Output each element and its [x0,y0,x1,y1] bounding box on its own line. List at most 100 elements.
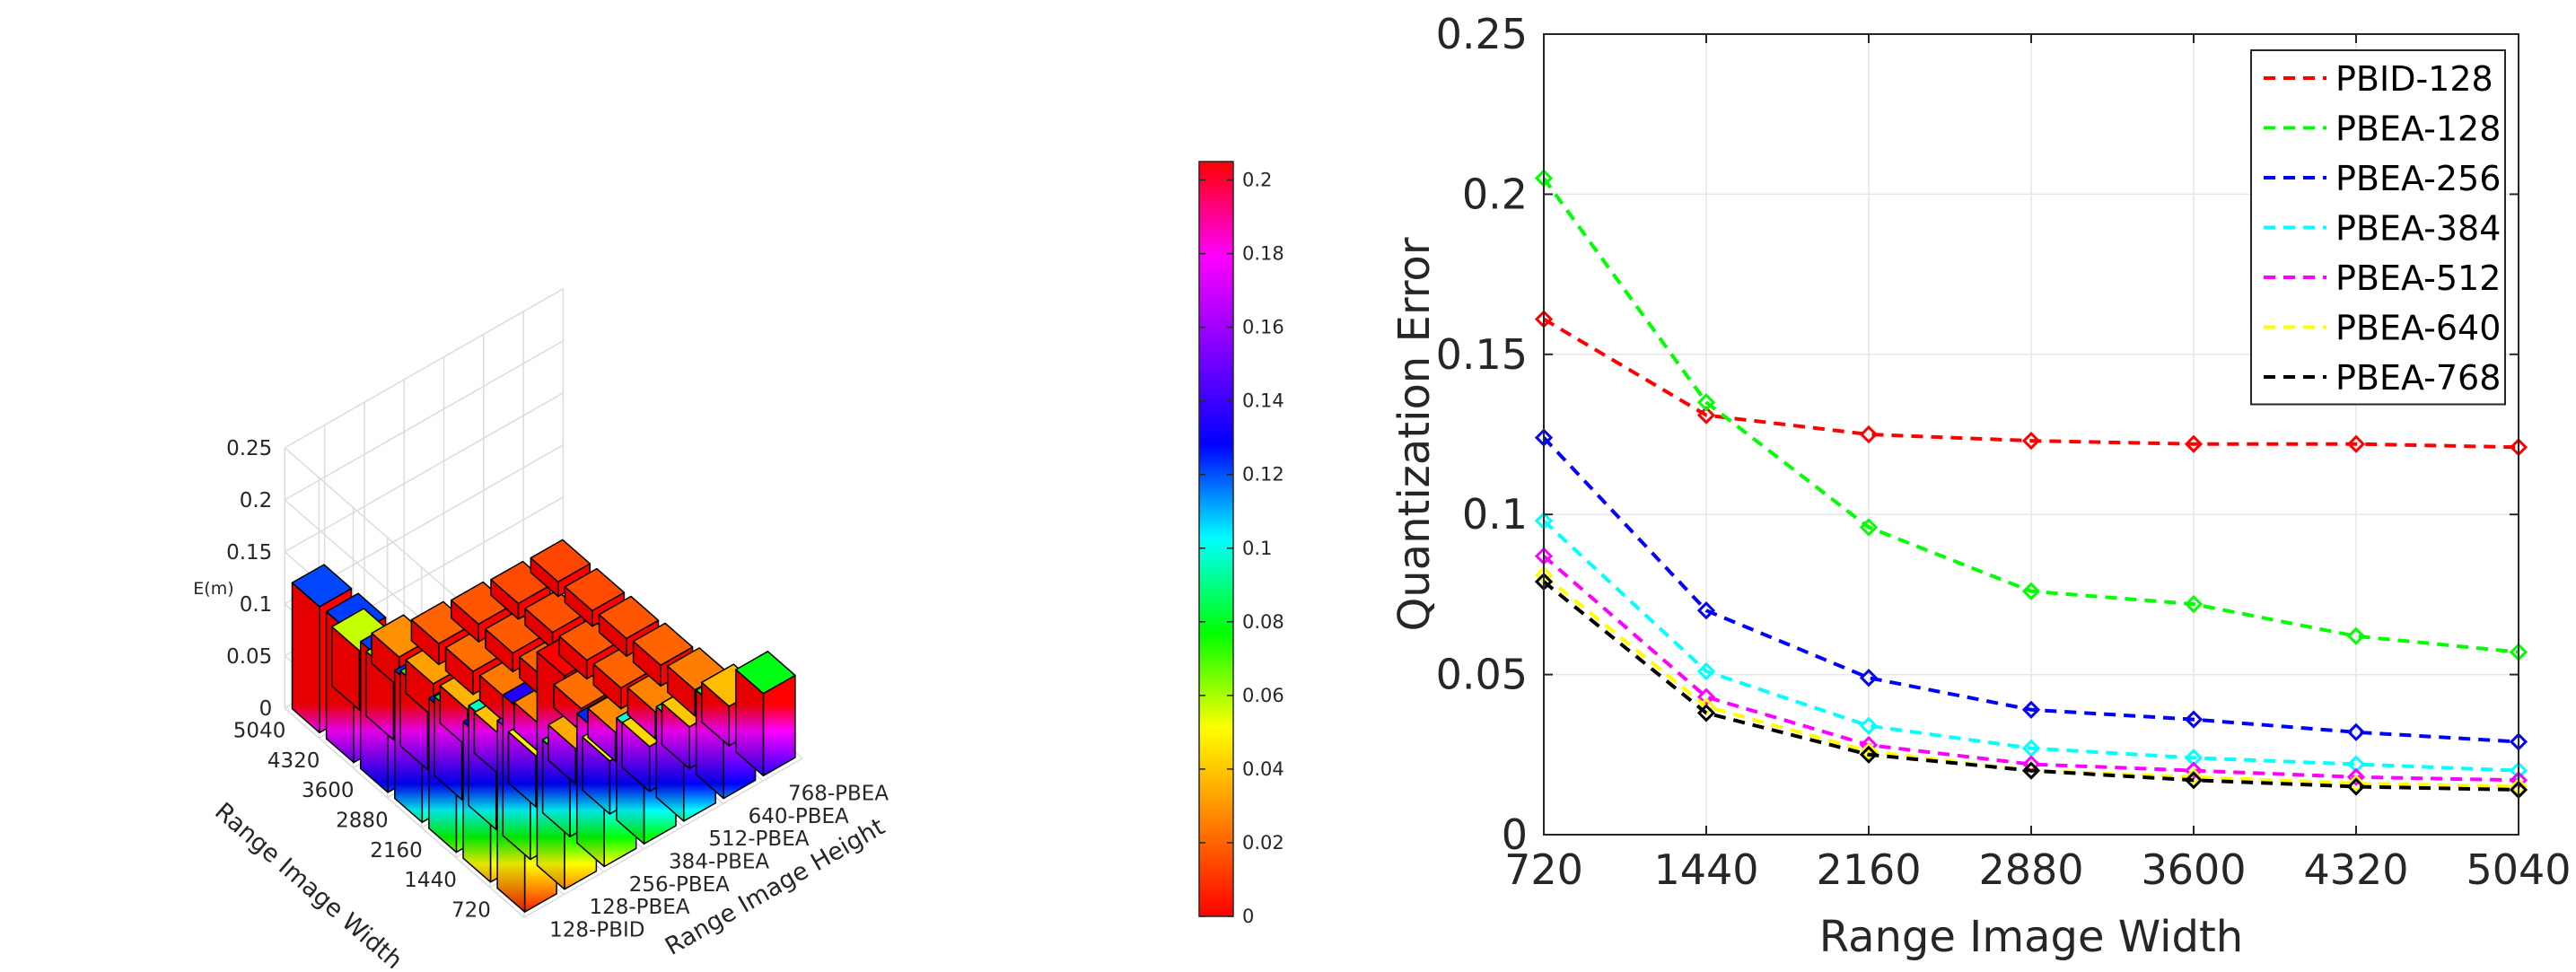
wall-grid-line [284,707,525,918]
bar-top-face [410,600,472,644]
bar-side-shade [554,684,582,731]
y-tick-label: 0 [1502,810,1528,859]
bar-side-shade [633,641,662,687]
series [1534,169,2528,661]
data-point [1859,745,1879,764]
width-tick-label: 3600 [302,779,355,802]
bar-side-shade [485,628,513,672]
data-point [2346,626,2366,645]
wall-grid-line [284,288,564,449]
data-point [1696,601,1716,620]
height-tick-label: 768-PBEA [788,783,889,806]
x-tick-label: 720 [1504,845,1583,894]
data-point [2346,767,2366,786]
data-point [2346,777,2366,796]
series-line [1542,317,2519,450]
bar-side-shade [582,737,610,814]
z-tick-label: 0.15 [226,541,272,565]
data-point [2184,771,2204,790]
colorbar-tick-label: 0.16 [1242,317,1284,338]
bar-side-shade [331,626,360,710]
x-tick-label: 4320 [2303,845,2408,894]
legend-label: PBID-128 [2335,59,2493,99]
z-tick-label: 0.05 [226,645,272,669]
series-line [1542,519,2519,773]
bar-side-shade [451,600,479,643]
z-tick-label: 0 [259,697,273,721]
z-tick-label: 0.2 [240,489,273,512]
data-point [1859,742,1879,761]
y-tick-label: 0.25 [1436,10,1528,58]
floor-grid-line [523,757,803,918]
data-point [1696,661,1716,681]
colorbar-tick-label: 0 [1242,906,1254,927]
wall-grid-line [284,340,564,501]
data-point [2184,761,2204,780]
data-point [1859,669,1879,687]
bar-3d [530,539,591,598]
bar-side-shade [662,703,689,769]
z-tick-label: 0.1 [240,593,273,617]
bar-top-face [530,539,591,583]
series [1534,428,2528,751]
z-tick-label: 0.25 [226,437,272,460]
data-point [2021,761,2041,780]
legend-label: PBEA-256 [2335,159,2501,198]
bar-side-shade [479,675,508,724]
data-point [2021,582,2041,600]
data-point [2346,434,2366,453]
line-chart: 720 1440 2160 2880 3600 4320 5040 0 0.05 0.1 0.15 0… [1389,10,2572,962]
height-tick-label: 128-PBEA [589,896,689,919]
x-tick-label: 2160 [1816,845,1921,894]
width-tick-label: 720 [451,898,491,922]
width-tick-label: 5040 [233,720,286,743]
data-point [2346,722,2366,741]
bar-side-shade [406,660,434,717]
bar-top-face [490,560,551,605]
bar-side-shade [667,666,696,716]
colorbar-tick-label: 0.1 [1242,538,1272,559]
bar-side-shade [474,712,502,777]
bar-side-shade [491,579,519,619]
legend-label: PBEA-128 [2335,109,2501,149]
data-point [2184,594,2204,614]
x-tick-label: 1440 [1653,845,1758,894]
bar-side-shade [735,670,764,776]
bar-side-shade [559,635,587,679]
colorbar: 0 0.02 0.04 0.06 0.08 0.1 0.12 0.14 0.16 0.18 0.2 [1198,161,1284,927]
data-point [1696,406,1716,425]
legend-label: PBEA-640 [2335,309,2501,348]
colorbar-tick-label: 0.04 [1242,758,1284,780]
y-tick-label: 0.2 [1462,170,1528,218]
bar-side-shade [513,702,542,755]
bar-side-shade [565,586,592,626]
x-tick-label: 5040 [2466,845,2571,894]
data-point [2184,434,2204,453]
y-tick-label: 0.1 [1462,490,1528,539]
height-tick-label: 128-PBID [549,918,644,941]
data-point [1696,704,1716,722]
bar-side-shade [588,708,616,762]
width-tick-label: 2160 [370,839,423,863]
colorbar-tick-label: 0.18 [1242,243,1284,265]
y-axis-label: Quantization Error [1389,237,1440,631]
data-point [2021,700,2041,719]
height-tick-label: 256-PBEA [629,873,730,897]
bar-side-shade [411,619,439,665]
bar-top-face [735,651,796,695]
y-tick-label: 0.15 [1436,330,1528,379]
x-tick-label: 2880 [1978,845,2083,894]
x-tick-label: 3600 [2141,845,2246,894]
bar3d-chart: 0 0.05 0.1 0.15 0.2 0.25 E(m) 720 1440 2160 2880 36… [193,288,889,972]
colorbar-tick-label: 0.02 [1242,832,1284,854]
height-tick-label: 384-PBEA [669,850,769,873]
data-point [1859,716,1879,735]
bar-side-shade [599,614,626,657]
y-tick-label: 0.05 [1436,651,1528,699]
series-line [1542,436,2519,744]
data-point [2184,710,2204,729]
data-point [2346,774,2366,793]
colorbar-tick-label: 0.12 [1242,464,1284,486]
